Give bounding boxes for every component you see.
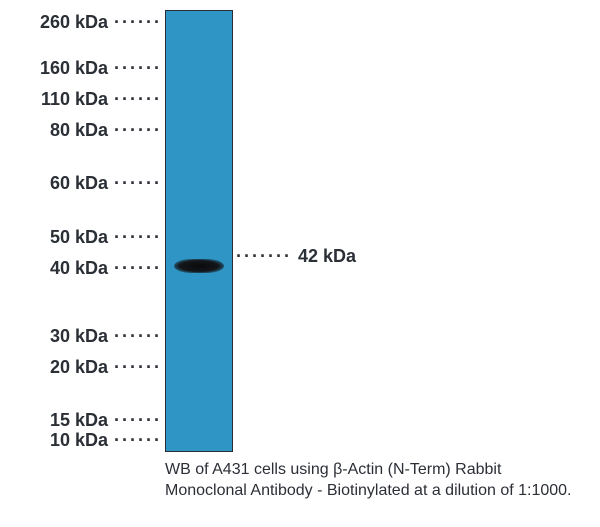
- marker-dots: ······: [114, 326, 162, 347]
- mw-marker: 110 kDa ······: [2, 89, 162, 109]
- marker-text: 40 kDa: [50, 258, 108, 279]
- marker-text: 260 kDa: [40, 12, 108, 33]
- marker-text: 80 kDa: [50, 120, 108, 141]
- figure-caption: WB of A431 cells using β-Actin (N-Term) …: [165, 460, 585, 502]
- marker-text: 110 kDa: [41, 89, 108, 110]
- marker-text: 42 kDa: [298, 246, 356, 267]
- marker-text: 30 kDa: [50, 326, 108, 347]
- marker-dots: ······: [114, 58, 162, 79]
- mw-marker: 160 kDa ······: [2, 58, 162, 78]
- marker-dots: ······: [114, 89, 162, 110]
- marker-dots: ······: [114, 410, 162, 431]
- marker-dots: ·······: [236, 246, 292, 267]
- marker-text: 60 kDa: [50, 173, 108, 194]
- marker-dots: ······: [114, 258, 162, 279]
- band-size-label: ······· 42 kDa: [236, 246, 466, 266]
- mw-marker: 50 kDa ······: [2, 227, 162, 247]
- marker-dots: ······: [114, 173, 162, 194]
- mw-marker: 40 kDa ······: [2, 258, 162, 278]
- marker-text: 20 kDa: [50, 357, 108, 378]
- marker-text: 160 kDa: [40, 58, 108, 79]
- mw-marker: 15 kDa ······: [2, 410, 162, 430]
- marker-text: 15 kDa: [50, 410, 108, 431]
- mw-marker: 260 kDa ······: [2, 12, 162, 32]
- mw-marker: 10 kDa ······: [2, 430, 162, 450]
- protein-band: [174, 259, 224, 273]
- mw-marker: 30 kDa ······: [2, 326, 162, 346]
- marker-dots: ······: [114, 120, 162, 141]
- mw-marker: 80 kDa ······: [2, 120, 162, 140]
- marker-text: 10 kDa: [50, 430, 108, 451]
- mw-marker: 60 kDa ······: [2, 173, 162, 193]
- marker-dots: ······: [114, 430, 162, 451]
- marker-dots: ······: [114, 227, 162, 248]
- blot-lane: [165, 10, 233, 452]
- western-blot-figure: 260 kDa······160 kDa······110 kDa······8…: [0, 10, 600, 460]
- mw-marker: 20 kDa ······: [2, 357, 162, 377]
- marker-dots: ······: [114, 12, 162, 33]
- marker-text: 50 kDa: [50, 227, 108, 248]
- marker-dots: ······: [114, 357, 162, 378]
